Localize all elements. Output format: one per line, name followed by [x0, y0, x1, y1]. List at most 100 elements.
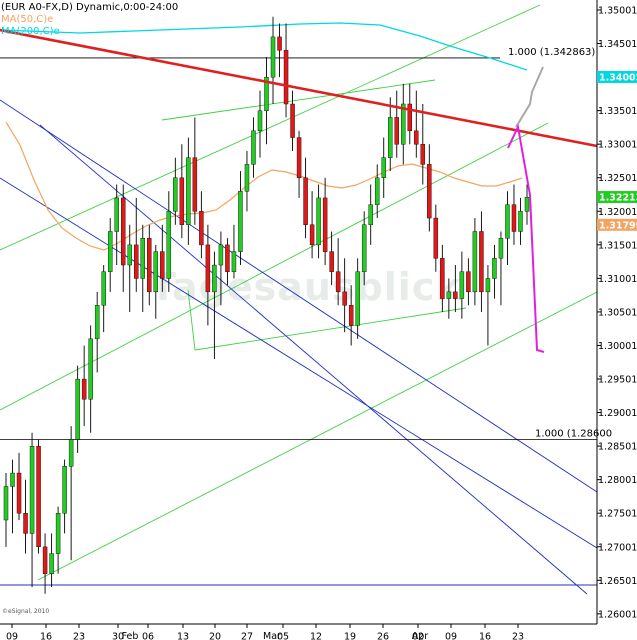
candle-body — [231, 251, 237, 272]
x-tick-label: 13 — [177, 631, 189, 640]
price-tags: 1.34002 1.32213 1.317996 — [597, 70, 637, 231]
x-tick-label: 09 — [6, 631, 18, 640]
candle-body — [244, 164, 250, 192]
candle-body — [316, 197, 321, 246]
y-tick-label: 1.305013 — [598, 307, 637, 318]
y-tick-label: 1.270013 — [598, 542, 637, 553]
candle-body — [140, 237, 145, 279]
price-tag — [597, 218, 637, 231]
candle-body — [277, 36, 282, 51]
trendline-green-5 — [194, 307, 467, 351]
y-tick-label: 1.290013 — [598, 408, 637, 419]
candle-body — [218, 244, 224, 266]
price-tag-label: 1.32213 — [599, 193, 637, 204]
candles — [3, 16, 530, 594]
candle-body — [88, 338, 93, 400]
price-tag — [597, 191, 637, 204]
ma200-line — [0, 22, 528, 71]
projection-magenta — [507, 123, 545, 353]
trendline-red — [0, 28, 598, 148]
candle-body — [114, 197, 119, 232]
candle-body — [199, 211, 204, 246]
y-tick-label: 1.315013 — [598, 240, 637, 251]
x-month-label: Mar — [263, 631, 281, 640]
y-tick-label: 1.330013 — [598, 140, 637, 151]
x-tick-label: 23 — [512, 631, 524, 640]
candle-body — [498, 237, 504, 259]
candle-body — [42, 546, 48, 574]
candle-body — [127, 244, 132, 266]
trendline-green-4 — [161, 79, 436, 121]
candle-body — [381, 157, 386, 179]
candle-body — [23, 513, 28, 534]
candle-body — [309, 224, 315, 246]
legend-ma50: MA(50,C)e — [1, 14, 53, 25]
x-tick-label: 20 — [209, 631, 221, 640]
candle-body — [81, 378, 87, 400]
watermark: Tagesausblick — [150, 265, 462, 309]
candle-body — [225, 244, 230, 272]
x-tick-label: 19 — [344, 631, 356, 640]
x-month-label: Feb — [122, 631, 139, 640]
candle-body — [329, 251, 334, 272]
y-tick-label: 1.345013 — [598, 39, 637, 50]
x-tick-label: 06 — [142, 631, 154, 640]
candle-body — [3, 486, 9, 521]
candle-body — [186, 157, 191, 225]
candle-body — [68, 439, 74, 467]
candle-body — [94, 305, 100, 340]
x-month-label: Apr — [412, 631, 429, 640]
esignal-logo: ©eSignal, 2010 — [2, 608, 49, 615]
candle-body — [296, 137, 302, 179]
candle-body — [166, 211, 172, 279]
candle-body — [505, 204, 510, 239]
candle-body — [270, 36, 276, 78]
candle-body — [335, 271, 341, 293]
trendline-green-3 — [37, 291, 598, 581]
candle-body — [290, 103, 295, 138]
candle-body — [212, 264, 217, 293]
trendline-blue-2 — [0, 177, 598, 549]
candle-body — [472, 231, 478, 293]
projection-gray — [515, 66, 544, 128]
candle-body — [55, 513, 61, 554]
candle-body — [394, 117, 399, 145]
y-tick-label: 1.325013 — [598, 173, 637, 184]
candle-body — [518, 211, 523, 232]
y-tick-label: 1.335013 — [598, 106, 637, 117]
candle-body — [492, 258, 497, 279]
x-tick-label: 23 — [73, 631, 85, 640]
candle-body — [427, 164, 432, 219]
candle-body — [348, 305, 354, 326]
ma50-line — [5, 121, 523, 251]
candle-body — [342, 291, 347, 306]
candle-body — [49, 553, 54, 574]
candle-body — [16, 472, 22, 514]
y-tick-label: 1.295013 — [598, 375, 637, 386]
candle-body — [407, 103, 412, 132]
candle-body — [485, 278, 491, 293]
fib-line-label: 1.000 (1.342863) — [508, 47, 595, 58]
candle-body — [524, 197, 530, 212]
candle-body — [283, 50, 289, 105]
candle-body — [134, 244, 139, 279]
plot-area — [0, 0, 597, 624]
y-tick-label: 1.300013 — [598, 341, 637, 352]
candle-body — [459, 271, 465, 299]
candle-body — [251, 130, 256, 165]
candle-body — [238, 191, 243, 252]
candle-body — [192, 157, 198, 212]
candle-body — [62, 466, 67, 514]
candle-body — [101, 271, 106, 306]
candle-body — [361, 224, 367, 272]
trendline-green-6 — [187, 289, 196, 351]
candle-body — [75, 378, 80, 440]
x-tick-label: 27 — [241, 631, 253, 640]
candle-body — [303, 177, 308, 225]
candle-body — [153, 251, 159, 293]
y-tick-label: 1.350013 — [598, 5, 637, 16]
y-tick-label: 1.310013 — [598, 274, 637, 285]
trendline-blue-3 — [39, 124, 588, 595]
legend-ma200: MA(200,C)e — [1, 26, 60, 37]
price-tag — [597, 70, 637, 83]
